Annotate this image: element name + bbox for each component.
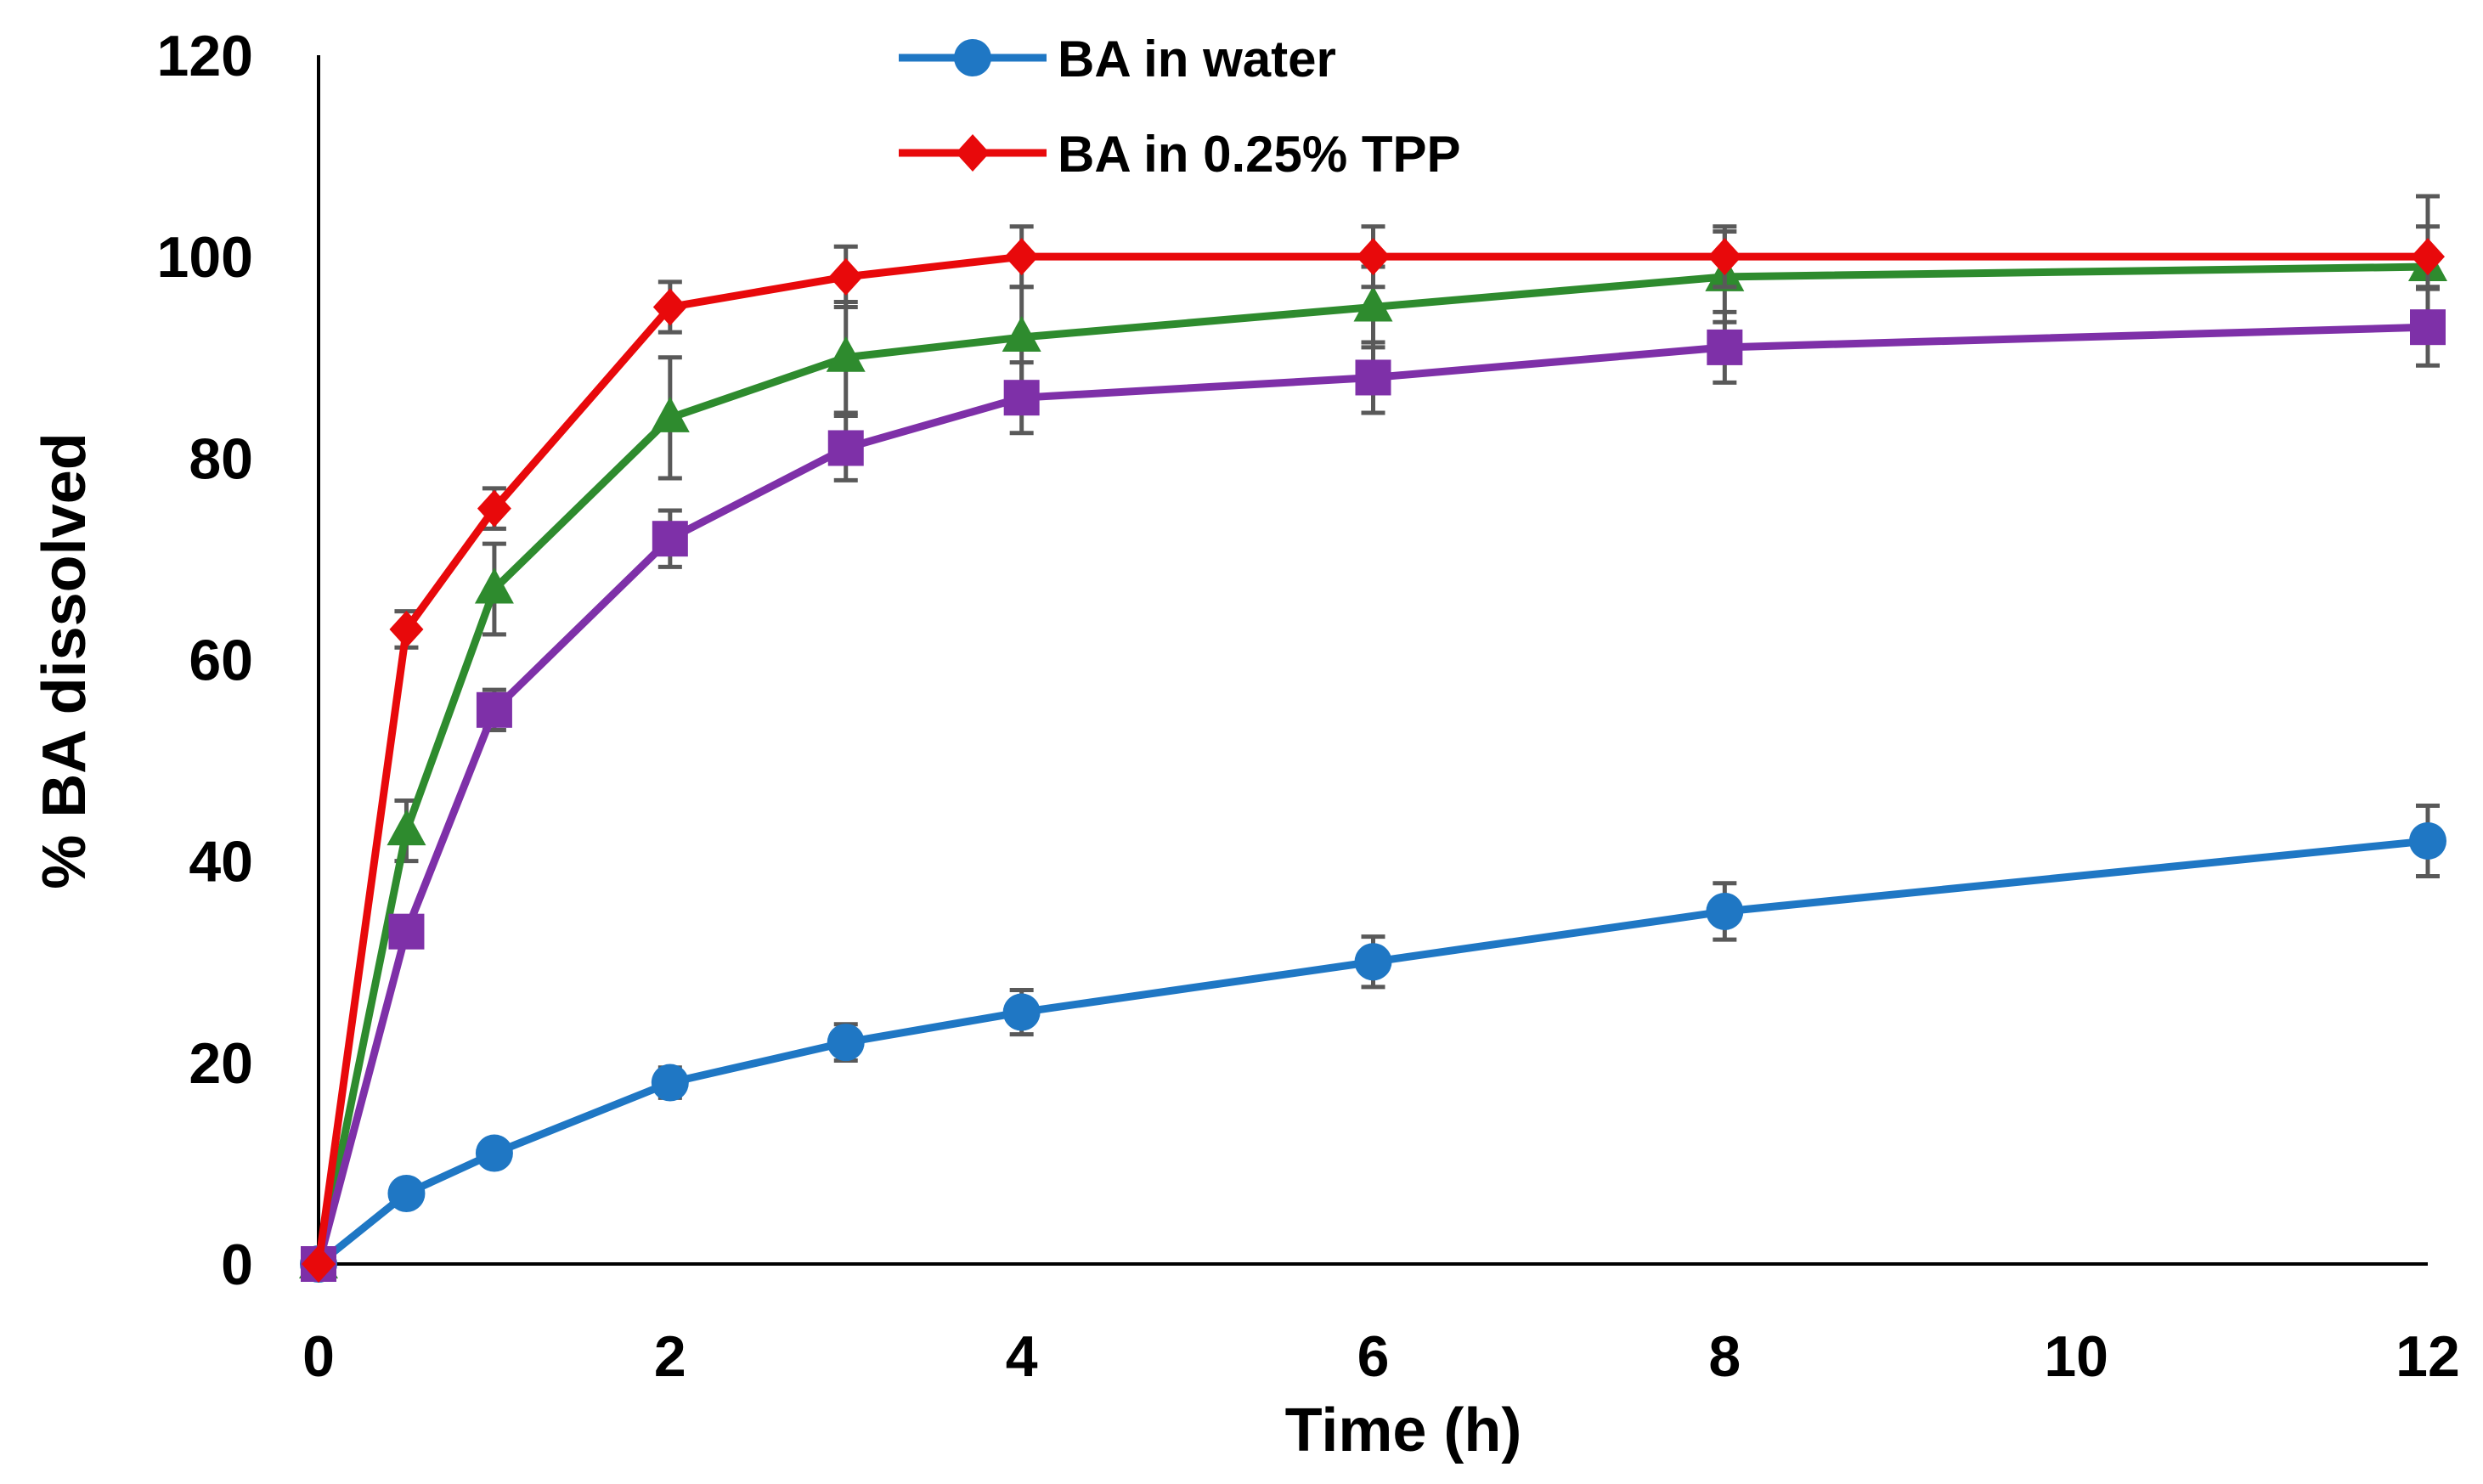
data-point <box>2409 821 2446 860</box>
data-point <box>389 610 424 648</box>
data-point <box>388 913 425 950</box>
series-square-series <box>301 286 2446 1282</box>
y-axis-title: % BA dissolved <box>31 432 99 889</box>
x-tick-label: 4 <box>1006 1324 1038 1389</box>
y-tick-label: 100 <box>157 225 253 290</box>
series-ba-in-0-25-tpp <box>302 224 2445 1283</box>
legend-label: BA in 0.25% TPP <box>1058 126 1461 183</box>
series-line <box>314 323 2429 1266</box>
series-line <box>316 837 2429 1267</box>
data-point <box>1707 238 1742 276</box>
axes <box>317 55 2428 1266</box>
series-layer <box>299 194 2447 1283</box>
y-tick-labels: 0 20 40 60 80 100 120 <box>157 24 253 1297</box>
data-point <box>1706 892 1744 930</box>
y-tick-label: 80 <box>189 426 253 491</box>
y-tick-label: 0 <box>221 1233 253 1297</box>
data-point <box>1707 329 1743 365</box>
legend-swatch-marker <box>954 39 991 76</box>
y-tick-label: 20 <box>189 1031 253 1096</box>
data-point <box>827 430 864 466</box>
y-tick-label: 120 <box>157 24 253 88</box>
y-tick-label: 40 <box>189 830 253 894</box>
x-axis-title: Time (h) <box>1285 1397 1522 1464</box>
data-point <box>477 489 511 528</box>
legend-item: BA in 0.25% TPP <box>899 126 1461 183</box>
data-point <box>1002 993 1041 1031</box>
data-point <box>1355 359 1391 396</box>
x-tick-label: 6 <box>1357 1324 1390 1389</box>
x-tick-label: 10 <box>2044 1324 2108 1389</box>
legend-item: BA in water <box>899 31 1336 87</box>
data-point <box>1002 316 1041 353</box>
data-point <box>826 336 866 372</box>
data-point <box>2411 238 2445 276</box>
legend-label: BA in water <box>1058 31 1336 87</box>
legend: BA in water BA in 0.25% TPP <box>899 31 1461 183</box>
data-point <box>475 1134 513 1172</box>
series-line <box>314 262 2429 1265</box>
data-point <box>1354 943 1392 981</box>
x-tick-label: 8 <box>1708 1324 1741 1389</box>
x-tick-label: 0 <box>302 1324 335 1389</box>
data-point <box>476 691 512 728</box>
data-point <box>387 1174 426 1212</box>
series-triangle-series <box>299 194 2447 1278</box>
data-point <box>1003 380 1040 416</box>
data-point <box>827 1024 865 1062</box>
data-point <box>652 288 687 326</box>
data-point <box>387 810 426 846</box>
x-tick-label: 12 <box>2396 1324 2460 1389</box>
x-tick-labels: 0 2 4 6 8 10 12 <box>302 1324 2460 1389</box>
legend-swatch-marker <box>956 134 990 172</box>
data-point <box>650 396 690 432</box>
data-point <box>302 1245 336 1283</box>
data-point <box>2410 309 2446 346</box>
series-ba-in-water <box>300 803 2446 1283</box>
data-point <box>828 257 863 296</box>
data-point <box>1353 285 1393 322</box>
data-point <box>1356 238 1391 276</box>
data-point <box>651 1064 689 1102</box>
x-tick-label: 2 <box>654 1324 686 1389</box>
data-point <box>1004 238 1039 276</box>
data-point <box>474 567 514 604</box>
y-tick-label: 60 <box>189 629 253 693</box>
data-point <box>652 521 688 557</box>
